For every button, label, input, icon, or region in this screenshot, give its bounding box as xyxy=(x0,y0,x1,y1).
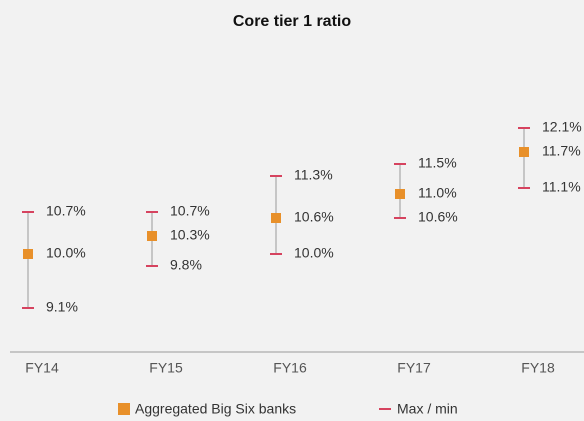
marker xyxy=(395,189,405,199)
legend-label: Aggregated Big Six banks xyxy=(135,401,296,417)
legend-swatch xyxy=(118,403,130,415)
marker xyxy=(147,231,157,241)
value-label: 10.3% xyxy=(170,227,210,243)
x-tick-label: FY17 xyxy=(397,360,431,376)
min-label: 9.8% xyxy=(170,257,202,273)
x-tick-label: FY15 xyxy=(149,360,183,376)
marker xyxy=(519,147,529,157)
max-label: 12.1% xyxy=(542,119,582,135)
max-label: 11.5% xyxy=(418,155,457,171)
x-tick-label: FY14 xyxy=(25,360,59,376)
chart-title: Core tier 1 ratio xyxy=(233,13,351,30)
min-label: 9.1% xyxy=(46,299,78,315)
max-label: 10.7% xyxy=(170,203,210,219)
max-label: 11.3% xyxy=(294,167,333,183)
min-label: 10.6% xyxy=(418,209,458,225)
x-tick-label: FY18 xyxy=(521,360,555,376)
marker xyxy=(271,213,281,223)
marker xyxy=(23,249,33,259)
legend-label: Max / min xyxy=(397,401,458,417)
x-tick-label: FY16 xyxy=(273,360,307,376)
min-label: 10.0% xyxy=(294,245,334,261)
value-label: 10.0% xyxy=(46,245,86,261)
value-label: 11.7% xyxy=(542,143,581,159)
min-label: 11.1% xyxy=(542,179,581,195)
value-label: 11.0% xyxy=(418,185,457,201)
value-label: 10.6% xyxy=(294,209,334,225)
max-label: 10.7% xyxy=(46,203,86,219)
